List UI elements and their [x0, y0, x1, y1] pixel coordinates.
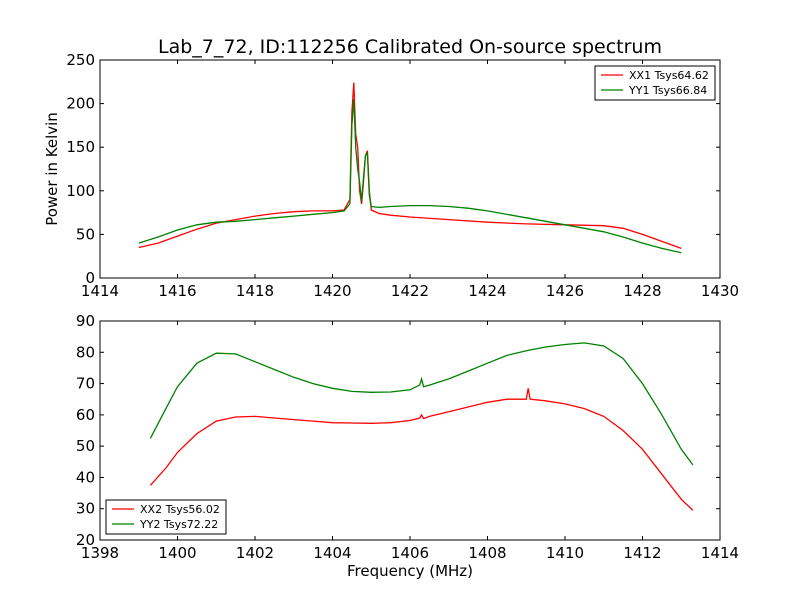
y-tick-label: 200 — [66, 95, 95, 113]
y-tick-label: 50 — [76, 225, 95, 243]
y-tick-label: 0 — [85, 269, 95, 287]
x-tick-label: 1398 — [81, 544, 119, 562]
x-tick-label: 1402 — [236, 544, 274, 562]
y-tick-label: 30 — [76, 500, 95, 518]
x-tick-label: 1406 — [391, 544, 429, 562]
bottom-plot: 1398 1400 1402 1404 1406 1408 1410 1412 1414 20 30… — [76, 312, 739, 562]
x-axis-label: Frequency (MHz) — [347, 562, 473, 580]
series-line-2 — [149, 342, 694, 466]
x-tick-label: 1410 — [546, 544, 584, 562]
y-tick-label: 20 — [76, 531, 95, 549]
x-tick-label: 1430 — [701, 282, 739, 300]
y-tick-label: 40 — [76, 468, 95, 486]
y-tick-label: 100 — [66, 182, 95, 200]
legend-label: YY1 Tsys66.84 — [628, 84, 707, 97]
legend-box — [105, 499, 227, 535]
top-plot: 1414 1416 1418 1420 1422 1424 1426 1428 1430 0 50 1… — [66, 51, 739, 300]
legend-box — [594, 65, 716, 101]
y-tick-label: 90 — [76, 312, 95, 330]
y-tick-label: 60 — [76, 406, 95, 424]
x-tick-label: 1408 — [468, 544, 506, 562]
x-tick-label: 1426 — [546, 282, 584, 300]
x-tick-label: 1416 — [158, 282, 196, 300]
y-tick-label: 150 — [66, 138, 95, 156]
x-tick-label: 1412 — [623, 544, 661, 562]
legend-label: XX2 Tsys56.02 — [140, 503, 220, 516]
x-tick-label: 1420 — [313, 282, 351, 300]
x-tick-label: 1404 — [313, 544, 351, 562]
legend-label: XX1 Tsys64.62 — [629, 69, 709, 82]
series-line-2 — [138, 99, 682, 254]
series-line-1 — [149, 388, 694, 511]
legend-label: YY2 Tsys72.22 — [139, 518, 218, 531]
x-tick-label: 1424 — [468, 282, 506, 300]
y-tick-label: 250 — [66, 51, 95, 69]
x-tick-label: 1418 — [236, 282, 274, 300]
x-tick-label: 1422 — [391, 282, 429, 300]
x-tick-label: 1400 — [158, 544, 196, 562]
y-axis-label: Power in Kelvin — [43, 112, 61, 226]
legend: XX1 Tsys64.62 YY1 Tsys66.84 — [594, 65, 716, 101]
chart-title: Lab_7_72, ID:112256 Calibrated On-source… — [158, 36, 662, 58]
y-tick-label: 50 — [76, 437, 95, 455]
x-tick-label: 1428 — [623, 282, 661, 300]
legend: XX2 Tsys56.02 YY2 Tsys72.22 — [105, 499, 227, 535]
x-tick-label: 1414 — [81, 282, 119, 300]
y-tick-label: 70 — [76, 375, 95, 393]
x-tick-label: 1414 — [701, 544, 739, 562]
y-tick-label: 80 — [76, 343, 95, 361]
